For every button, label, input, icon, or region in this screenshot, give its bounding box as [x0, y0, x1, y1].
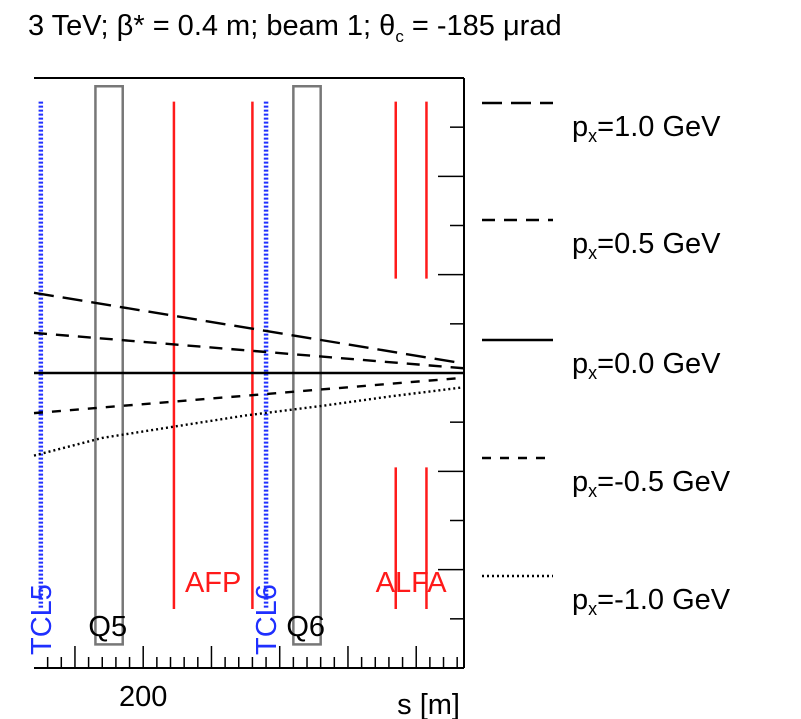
- series-line-2: [33, 331, 465, 370]
- x-tick-label: 200: [119, 681, 167, 713]
- collimator-label-tcl6: TCL6: [251, 584, 283, 655]
- series-line-5: [33, 385, 465, 457]
- detector-label-afp: AFP: [185, 567, 241, 599]
- quadrupole-q5: [94, 85, 124, 646]
- detector-label-alfa: ALFA: [376, 567, 448, 599]
- legend-entry-3: px=0.0 GeV: [572, 348, 721, 383]
- collimator-label-tcl5: TCL5: [26, 584, 58, 655]
- legend-entry-5: px=-1.0 GeV: [572, 584, 731, 619]
- legend-entry-4: px=-0.5 GeV: [572, 466, 731, 501]
- quadrupole-q6: [292, 85, 322, 646]
- quadrupole-label-q6: Q6: [286, 611, 325, 643]
- x-axis-label: s [m]: [397, 689, 460, 719]
- series-line-1: [33, 291, 465, 365]
- quadrupole-label-q5: Q5: [88, 611, 127, 643]
- legend-entry-1: px=1.0 GeV: [572, 111, 721, 146]
- legend-entry-2: px=0.5 GeV: [572, 228, 721, 263]
- chart-title: 3 TeV; β* = 0.4 m; beam 1; θc = -185 μra…: [28, 10, 562, 46]
